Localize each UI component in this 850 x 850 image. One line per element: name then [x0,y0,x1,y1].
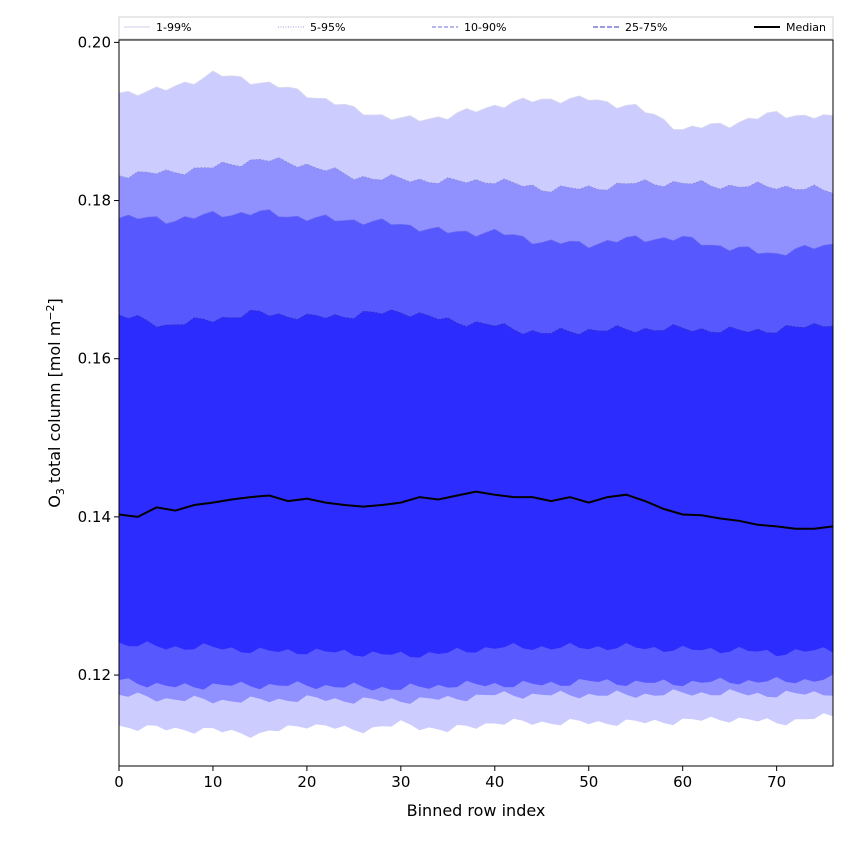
band-upper-edge-1-99pct [118,70,834,131]
y-label-rest: total column [mol m [45,321,64,488]
band-upper-edge-10-90pct [118,209,834,256]
legend-entries: 1-99% 5-95% 10-90% 25-75% Median [124,21,826,34]
y-label-main: O [45,495,64,508]
y-tick-label: 0.20 [78,33,111,51]
y-tick-label: 0.18 [78,192,111,210]
x-tick-label: 30 [391,773,410,791]
band-upper-edge-25-75pct [118,309,834,335]
x-tick-label: 70 [767,773,786,791]
bands-layer [118,70,834,738]
band-upper-edge-5-95pct [118,157,834,194]
x-tick-label: 50 [579,773,598,791]
legend-label: 5-95% [310,21,345,34]
y-tick-label: 0.16 [78,350,111,368]
legend-box [118,16,834,40]
legend: 1-99% 5-95% 10-90% 25-75% Median [118,16,834,40]
x-tick-label: 60 [673,773,692,791]
y-label-sup: −2 [44,304,57,320]
y-label-end: ] [45,298,64,304]
band-25-75pct [119,309,833,658]
plot-frame [118,39,834,767]
x-axis-label: Binned row index [407,801,546,820]
x-axis: 0 10 20 30 40 50 60 70 [114,766,786,791]
y-label-sub: 3 [54,488,67,495]
median-line [118,490,834,530]
legend-label: 1-99% [156,21,191,34]
y-tick-label: 0.12 [78,666,111,684]
x-tick-label: 40 [485,773,504,791]
legend-label: 10-90% [464,21,506,34]
y-axis-label: O3 total column [mol m−2] [44,298,67,508]
legend-label: 25-75% [625,21,667,34]
x-tick-label: 0 [114,773,124,791]
y-tick-label: 0.14 [78,508,111,526]
median-layer [118,490,834,530]
legend-label: Median [786,21,826,34]
x-tick-label: 20 [297,773,316,791]
x-tick-label: 10 [203,773,222,791]
y-axis: 0.12 0.14 0.16 0.18 0.20 [78,33,119,684]
